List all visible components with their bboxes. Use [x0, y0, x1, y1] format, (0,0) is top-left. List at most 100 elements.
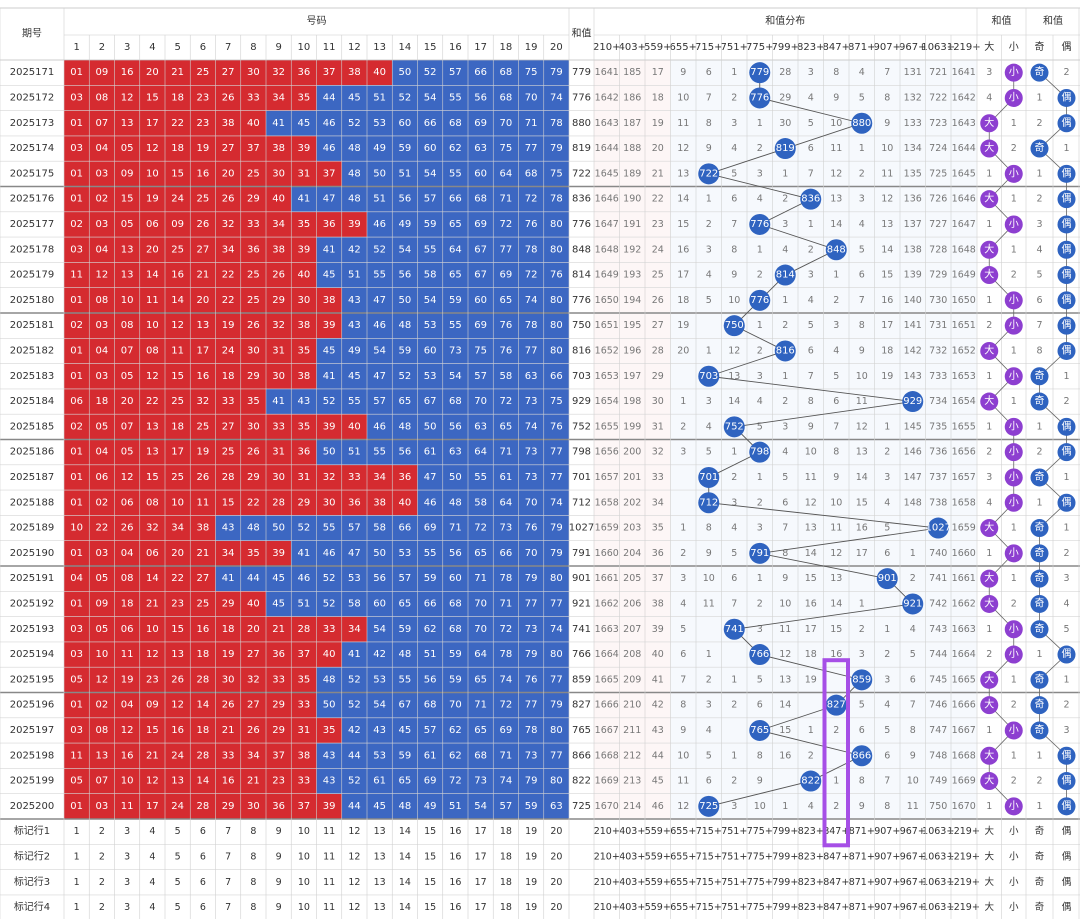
miss-count: 730: [929, 295, 947, 306]
oddeven-miss: 1: [1063, 371, 1069, 382]
ball-number-header: 14: [399, 42, 412, 53]
number-cell: [417, 135, 443, 162]
number-value: 67: [424, 396, 437, 407]
number-value: 29: [272, 725, 285, 736]
marker-ball-number: 15: [424, 902, 436, 913]
number-cell: [468, 793, 494, 819]
miss-count: 133: [904, 118, 922, 129]
number-value: 10: [146, 624, 159, 635]
number-value: 64: [449, 244, 462, 255]
number-cell: [291, 211, 317, 238]
number-cell: [165, 540, 191, 566]
miss-count: 1644: [595, 143, 619, 154]
number-cell: [417, 414, 443, 440]
sum-ball: [723, 416, 745, 438]
number-cell: [442, 641, 468, 668]
period-cell: 2025176: [10, 194, 55, 205]
number-value: 74: [500, 776, 513, 787]
miss-count: 3: [833, 320, 839, 331]
number-value: 69: [474, 320, 487, 331]
number-cell: [543, 793, 569, 819]
number-cell: [291, 388, 317, 415]
number-cell: [89, 641, 115, 668]
number-value: 05: [96, 624, 109, 635]
number-cell: [89, 414, 115, 440]
number-value: 26: [247, 320, 260, 331]
oddeven-value: 偶: [1062, 318, 1072, 331]
marker-bucket: 799+: [772, 826, 798, 837]
number-value: 50: [399, 67, 412, 78]
number-value: 32: [247, 674, 260, 685]
number-value: 21: [197, 548, 210, 559]
number-cell: [442, 338, 468, 364]
marker-bucket: 559+: [645, 902, 671, 913]
number-value: 16: [171, 270, 184, 281]
number-value: 54: [373, 345, 386, 356]
number-value: 35: [298, 421, 311, 432]
number-cell: [139, 743, 165, 769]
oddeven-miss: 1: [1036, 750, 1042, 761]
number-value: 12: [171, 320, 184, 331]
number-value: 25: [197, 598, 210, 609]
number-cell: [291, 85, 317, 111]
miss-count: 1: [706, 649, 712, 660]
number-value: 33: [298, 776, 311, 787]
number-value: 03: [70, 624, 83, 635]
number-cell: [266, 186, 292, 212]
number-value: 05: [121, 371, 134, 382]
number-value: 04: [121, 548, 134, 559]
number-cell: [316, 540, 342, 566]
number-value: 76: [500, 320, 513, 331]
miss-count: 12: [779, 649, 791, 660]
bigsmall-miss: 1: [986, 168, 992, 179]
marker-ball-number: 4: [149, 851, 155, 862]
number-cell: [89, 135, 115, 162]
miss-count: 7: [859, 295, 865, 306]
miss-count: 1: [782, 371, 788, 382]
miss-count: 5: [757, 674, 763, 685]
number-cell: [417, 439, 443, 465]
marker-ball-number: 1: [74, 826, 80, 837]
number-cell: [468, 490, 494, 516]
number-value: 16: [121, 750, 134, 761]
sum-ball: [749, 719, 771, 741]
marker-bucket: 775+: [747, 877, 773, 888]
marker-ball-number: 12: [348, 902, 360, 913]
miss-count: 21: [652, 168, 664, 179]
number-value: 30: [222, 674, 235, 685]
number-cell: [240, 363, 266, 389]
sum-cell: 776: [572, 219, 591, 230]
miss-count: 12: [856, 421, 868, 432]
number-cell: [190, 540, 216, 566]
number-value: 80: [550, 776, 563, 787]
period-cell: 2025172: [10, 92, 55, 103]
number-value: 77: [525, 143, 538, 154]
number-cell: [114, 186, 140, 212]
number-value: 05: [96, 573, 109, 584]
number-cell: [316, 515, 342, 541]
marker-ball-number: 5: [175, 851, 181, 862]
oddeven-ball: [1030, 63, 1049, 82]
number-value: 46: [373, 421, 386, 432]
number-value: 76: [525, 523, 538, 534]
number-value: 15: [121, 194, 134, 205]
number-value: 26: [247, 725, 260, 736]
bigsmall-ball: [980, 670, 999, 689]
number-value: 03: [96, 219, 109, 230]
number-cell: [468, 237, 494, 263]
miss-count: 2: [757, 497, 763, 508]
number-value: 59: [399, 143, 412, 154]
number-cell: [165, 85, 191, 111]
marker-ball-number: 16: [449, 851, 461, 862]
oddeven-value: 奇: [1035, 141, 1045, 154]
number-cell: [468, 464, 494, 491]
number-value: 45: [323, 345, 336, 356]
number-cell: [468, 743, 494, 769]
miss-count: 1667: [595, 725, 619, 736]
marker-bucket: 871+: [849, 826, 875, 837]
number-value: 03: [70, 649, 83, 660]
number-value: 56: [449, 421, 462, 432]
number-cell: [518, 515, 544, 541]
number-cell: [493, 414, 519, 440]
ball-number-header: 1: [73, 42, 79, 53]
